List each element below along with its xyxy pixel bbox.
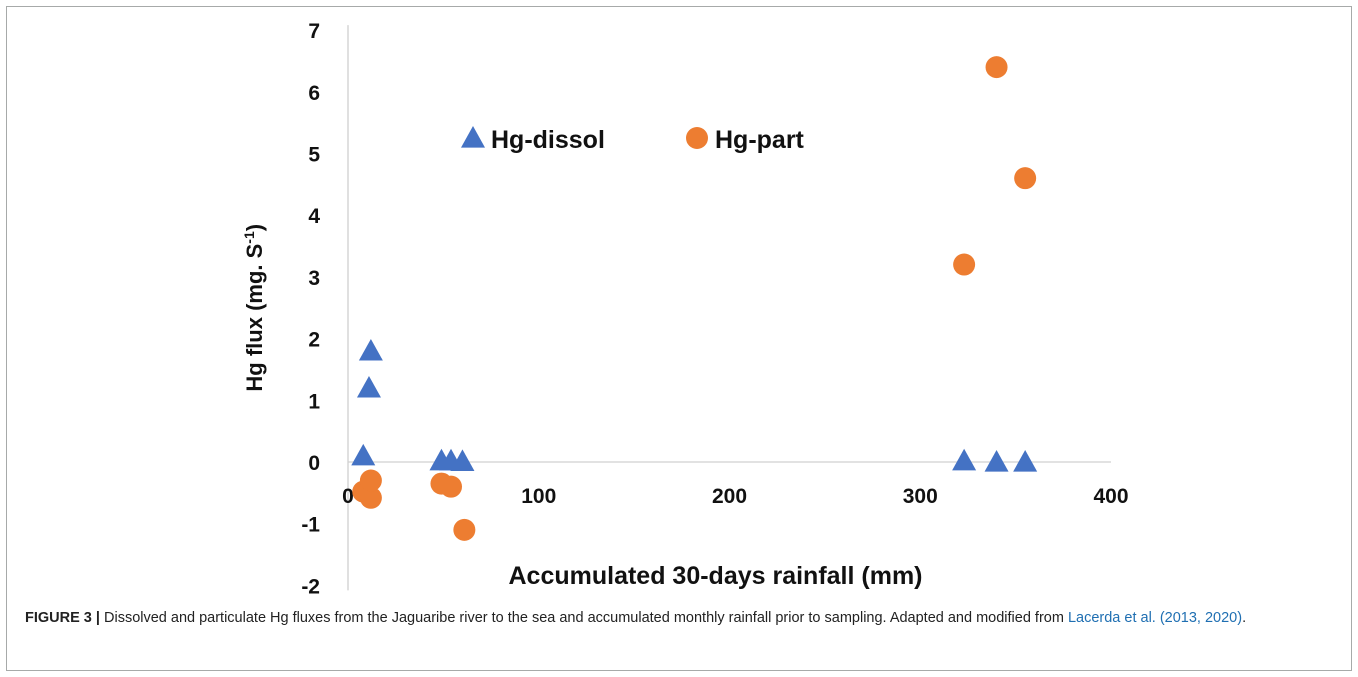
x-tick-label: 0: [342, 485, 354, 508]
y-tick-label: 5: [308, 144, 320, 167]
y-axis-label-superscript: -1: [241, 231, 257, 244]
y-tick-label: -2: [301, 575, 320, 597]
hg-part-point: [453, 518, 476, 541]
hg-dissol-point: [450, 449, 475, 471]
x-tick-labels: 0 100 200 300 400: [342, 485, 1128, 508]
hg-dissol-point: [358, 338, 383, 361]
y-axis-label: Hg flux (mg. S-1): [241, 224, 267, 392]
legend-marker-hg-part: [686, 127, 708, 149]
hg-dissol-point: [356, 375, 381, 398]
y-tick-label: 3: [308, 267, 320, 290]
series-hg-dissol: [351, 338, 1038, 472]
hg-part-point: [359, 469, 382, 492]
axes: [347, 25, 1111, 591]
x-tick-label: 100: [521, 485, 556, 508]
hg-part-point: [985, 56, 1008, 79]
caption-lead: FIGURE 3 |: [25, 610, 100, 626]
legend-label-hg-part: Hg-part: [715, 126, 805, 154]
y-tick-label: 7: [308, 20, 320, 43]
x-tick-label: 200: [712, 485, 747, 508]
x-axis-label: Accumulated 30-days rainfall (mm): [508, 562, 922, 590]
y-tick-label: -1: [301, 514, 320, 537]
x-tick-label: 400: [1093, 485, 1128, 508]
y-tick-label: 6: [308, 82, 320, 105]
caption-reference-link[interactable]: Lacerda et al. (2013, 2020): [1067, 610, 1243, 626]
legend-label-hg-dissol: Hg-dissol: [491, 126, 605, 154]
y-axis-label-close: ): [242, 224, 267, 231]
legend: Hg-dissol Hg-part: [461, 126, 805, 154]
hg-part-point: [359, 486, 382, 509]
hg-dissol-point: [1013, 450, 1038, 472]
hg-dissol-point: [984, 450, 1009, 472]
x-tick-label: 300: [903, 485, 938, 508]
hg-part-point: [1014, 167, 1037, 190]
caption-end: .: [1242, 610, 1247, 626]
caption-text: Dissolved and particulate Hg fluxes from…: [99, 610, 1068, 626]
y-tick-label: 1: [308, 390, 320, 413]
hg-part-point: [440, 475, 463, 498]
figure-frame: 7 6 5 4 3 2 1 0 -1 -2 0 100 200 300 400 Hg flux (mg. …: [6, 6, 1352, 671]
series-hg-part: [352, 56, 1037, 541]
y-axis-label-main: Hg flux (mg. S: [242, 244, 267, 392]
hg-part-point: [953, 253, 976, 276]
hg-dissol-point: [952, 448, 977, 471]
scatter-chart: 7 6 5 4 3 2 1 0 -1 -2 0 100 200 300 400 Hg flux (mg. …: [241, 20, 1129, 597]
y-tick-label: 2: [308, 329, 320, 352]
y-tick-label: 0: [308, 452, 320, 475]
figure-caption: FIGURE 3 | Dissolved and particulate Hg …: [25, 607, 1345, 629]
y-tick-label: 4: [308, 205, 320, 228]
hg-dissol-point: [351, 443, 376, 466]
data-points: [351, 56, 1038, 541]
y-tick-labels: 7 6 5 4 3 2 1 0 -1 -2: [301, 20, 320, 597]
legend-marker-hg-dissol: [461, 126, 485, 148]
